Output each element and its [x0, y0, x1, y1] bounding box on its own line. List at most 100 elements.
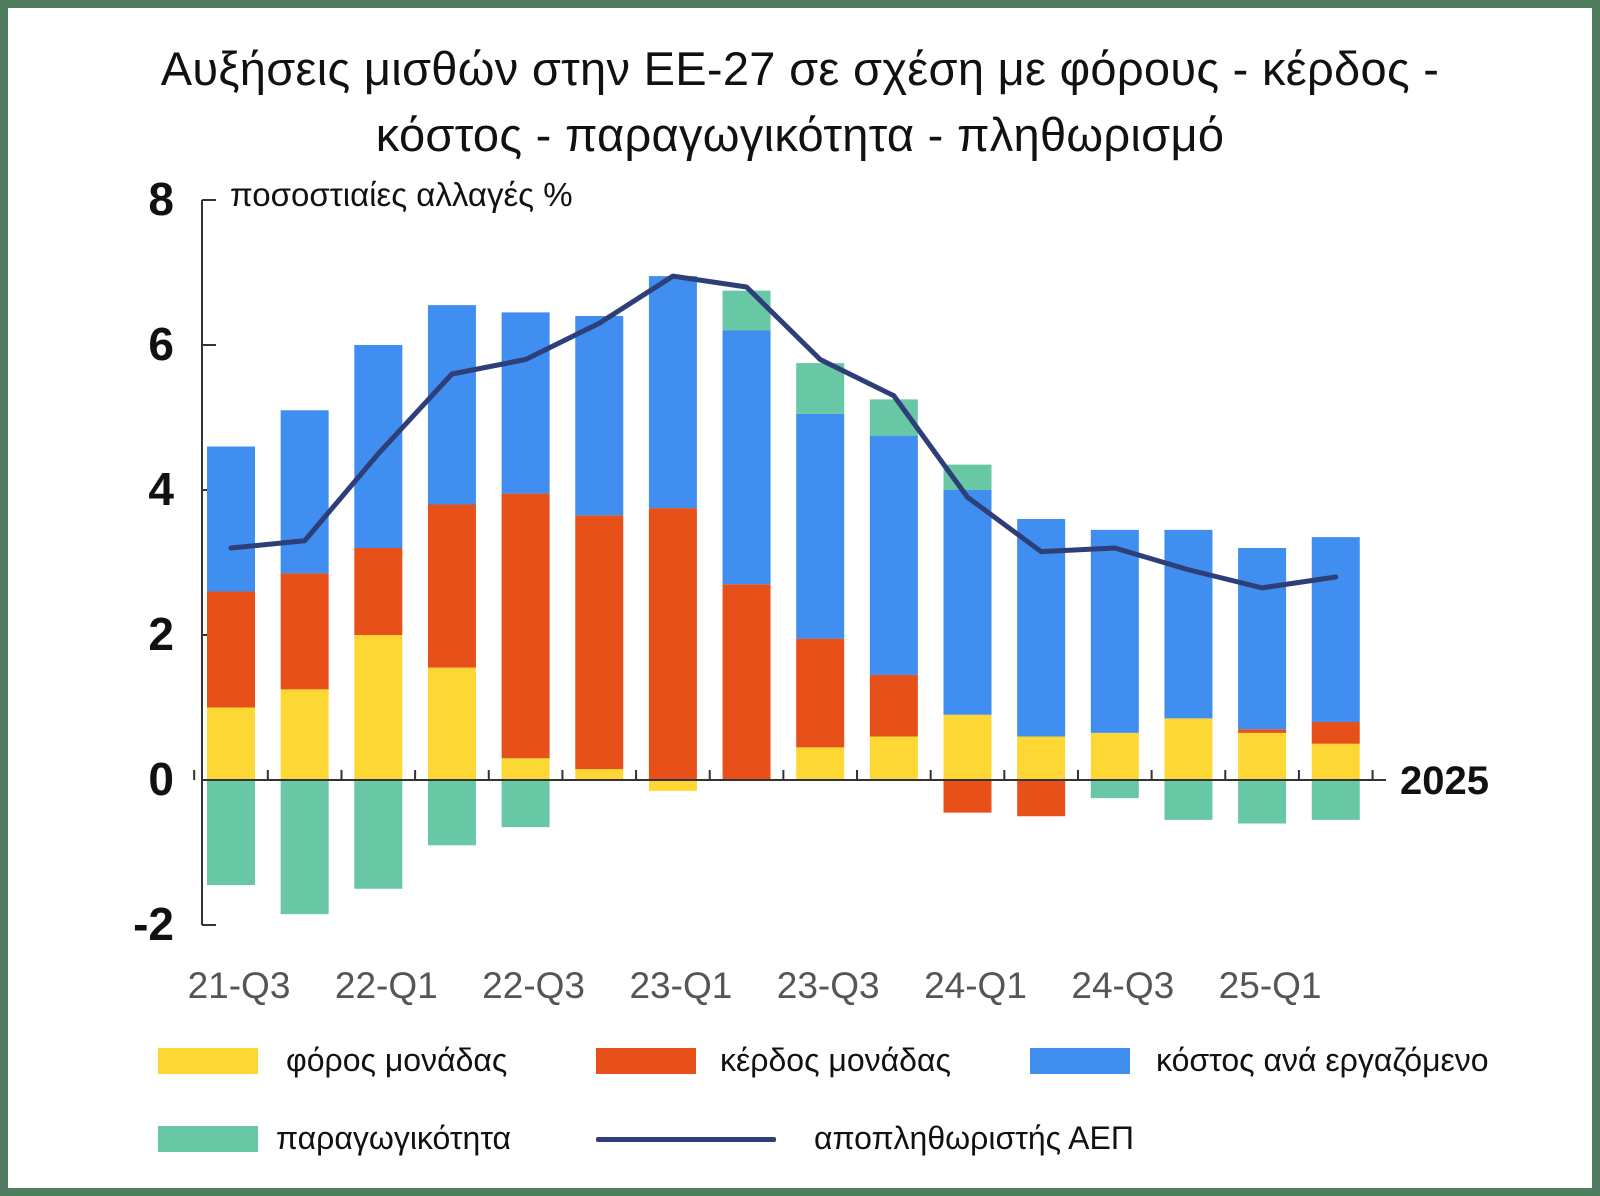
bar-2-7 [722, 330, 771, 585]
bar-0-1 [280, 689, 329, 780]
bar-3-13 [1164, 780, 1213, 820]
bar-3-3 [427, 780, 476, 846]
bar-3-2 [354, 780, 403, 889]
legend-item: κόστος ανά εργαζόμενο [8, 1042, 1592, 1088]
y-tick-label: -2 [133, 898, 174, 950]
gdp-deflator-point [230, 547, 232, 549]
gdp-deflator-point [598, 322, 600, 324]
bar-0-6 [648, 780, 697, 791]
y-tick-label: 4 [148, 463, 174, 515]
bar-3-14 [1238, 780, 1287, 824]
legend-label: φόρος μονάδας [286, 1042, 508, 1078]
bar-2-14 [1238, 548, 1287, 730]
bar-1-2 [354, 548, 403, 635]
legend-item: αποπληθωριστής ΑΕΠ [8, 1120, 1592, 1166]
legend-label: κέρδος μονάδας [720, 1042, 951, 1078]
x-end-label: 2025 [1400, 759, 1489, 803]
legend-item: κέρδος μονάδας [8, 1042, 1592, 1088]
bar-2-8 [796, 413, 845, 639]
y-tick-label: 6 [148, 318, 174, 370]
legend-label: παραγωγικότητα [276, 1120, 511, 1156]
bar-1-0 [207, 591, 255, 708]
bar-2-3 [427, 305, 476, 505]
bar-2-4 [501, 312, 550, 494]
bar-0-14 [1238, 732, 1287, 780]
bar-2-15 [1311, 537, 1360, 722]
bar-2-1 [280, 410, 329, 574]
bar-0-10 [943, 714, 992, 780]
x-tick-label: 21-Q3 [188, 965, 291, 1006]
bar-3-1 [280, 780, 329, 915]
gdp-deflator-point [525, 359, 527, 360]
bar-0-2 [354, 635, 403, 780]
legend-item: φόρος μονάδας [8, 1042, 1592, 1088]
legend-label: αποπληθωριστής ΑΕΠ [814, 1120, 1134, 1156]
x-tick-label: 24-Q3 [1071, 965, 1174, 1006]
gdp-deflator-point [1261, 587, 1263, 589]
gdp-deflator-line [228, 273, 1339, 591]
bar-0-12 [1090, 732, 1139, 780]
bar-3-7 [722, 290, 771, 331]
legend-swatch [158, 1048, 258, 1074]
gdp-deflator-point [377, 453, 379, 455]
chart-title: Αυξήσεις μισθών στην ΕΕ-27 σε σχέση με φ… [8, 36, 1592, 168]
x-tick-label: 22-Q1 [335, 965, 438, 1006]
bar-2-9 [869, 435, 918, 675]
legend-swatch [1030, 1048, 1130, 1074]
gdp-deflator-point [672, 275, 674, 277]
bar-0-8 [796, 747, 845, 780]
bar-0-0 [207, 707, 255, 780]
bar-3-0 [207, 780, 255, 886]
bar-3-8 [796, 363, 845, 414]
bar-2-12 [1090, 529, 1139, 733]
bar-2-5 [575, 316, 624, 516]
bar-1-11 [1017, 780, 1066, 817]
legend-line-swatch [596, 1137, 776, 1142]
legend-swatch [596, 1048, 696, 1074]
gdp-deflator-point [1040, 551, 1042, 553]
bar-3-12 [1090, 780, 1139, 799]
bar-1-1 [280, 573, 329, 690]
bar-2-6 [648, 276, 697, 509]
gdp-deflator-point [451, 373, 453, 375]
y-tick-label: 8 [148, 173, 174, 225]
bar-1-15 [1311, 722, 1360, 744]
bar-1-3 [427, 504, 476, 668]
x-tick-label: 23-Q3 [777, 965, 880, 1006]
bar-2-2 [354, 345, 403, 548]
x-tick-label: 23-Q1 [629, 965, 732, 1006]
bar-2-0 [207, 446, 255, 592]
bar-1-5 [575, 515, 624, 770]
stacked-bar-chart: -2 0 2 4 6 8 ποσοστιαίες αλλαγές % 2025 21-Q3 22-… [133, 173, 1489, 1006]
bar-3-4 [501, 780, 550, 828]
legend-item: παραγωγικότητα [8, 1120, 1592, 1166]
chart-title-line-1: Αυξήσεις μισθών στην ΕΕ-27 σε σχέση με φ… [160, 42, 1440, 95]
y-axis-label: ποσοστιαίες αλλαγές % [230, 176, 573, 213]
bar-2-10 [943, 490, 992, 715]
gdp-deflator-point [1114, 547, 1116, 549]
bar-1-4 [501, 493, 550, 759]
bar-0-9 [869, 736, 918, 780]
bar-1-9 [869, 674, 918, 737]
legend-label: κόστος ανά εργαζόμενο [1156, 1042, 1489, 1078]
bar-1-14 [1238, 729, 1287, 733]
chart-title-line-2: κόστος - παραγωγικότητα - πληθωρισμό [375, 108, 1225, 161]
gdp-deflator-point [1335, 576, 1337, 578]
y-tick-label: 2 [148, 608, 174, 660]
x-tick-label: 24-Q1 [924, 965, 1027, 1006]
gdp-deflator-point [304, 540, 306, 542]
bar-1-6 [648, 508, 697, 780]
bar-1-10 [943, 780, 992, 813]
bar-0-11 [1017, 736, 1066, 780]
gdp-deflator-point [967, 496, 968, 498]
x-tick-label: 25-Q1 [1219, 965, 1322, 1006]
gdp-deflator-point [819, 359, 821, 360]
chart-frame: Αυξήσεις μισθών στην ΕΕ-27 σε σχέση με φ… [8, 8, 1592, 1188]
legend-swatch [158, 1126, 258, 1152]
bar-3-15 [1311, 780, 1360, 820]
gdp-deflator-point [746, 286, 748, 288]
bar-0-3 [427, 667, 476, 780]
bar-1-7 [722, 584, 771, 780]
bar-0-13 [1164, 718, 1213, 780]
x-tick-label: 22-Q3 [482, 965, 585, 1006]
